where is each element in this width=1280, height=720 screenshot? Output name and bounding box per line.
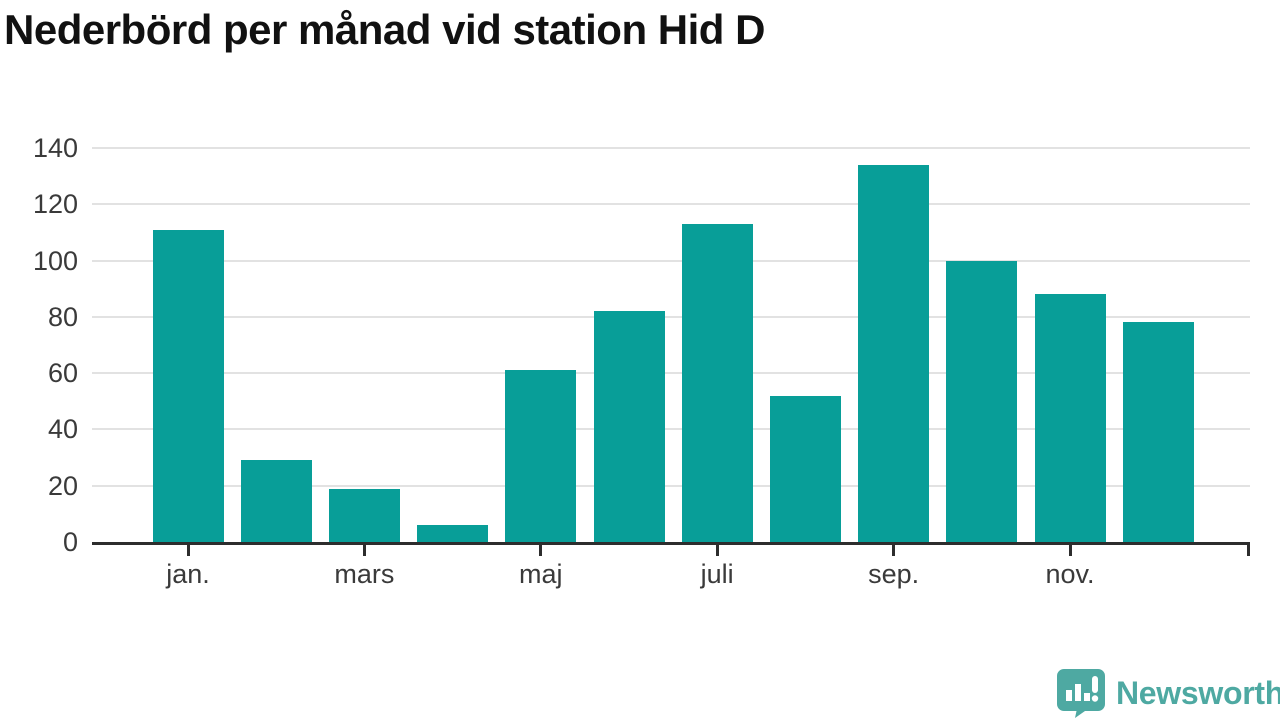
y-axis-tick-label: 0 [62,527,78,557]
x-axis-tick [362,545,366,556]
y-axis-tick-label: 60 [47,358,78,389]
x-axis-tick [539,545,543,556]
x-axis-tick-label: mars [334,559,395,589]
x-axis-tick [715,545,719,556]
x-axis-tick [892,545,896,556]
y-axis-tick-label: 80 [47,301,78,332]
newsworthy-logo: Newsworthy [1056,668,1280,718]
bar [681,223,753,542]
bar [858,164,930,542]
bar [328,488,400,542]
bar [1034,294,1106,542]
y-axis-tick-label: 40 [47,414,78,445]
bar [769,395,841,542]
bar [240,460,312,542]
gridline [92,372,1250,375]
gridline [92,484,1250,487]
bar [946,260,1018,542]
x-axis-tick-label: juli [700,559,734,589]
x-axis-tick-label: maj [519,559,563,589]
page-title: Nederbörd per månad vid station Hid D [4,6,765,53]
gridline [92,203,1250,206]
bar [505,370,577,542]
gridline [92,428,1250,431]
y-axis-tick-label: 120 [32,189,78,220]
brand-name: Newsworthy [1116,674,1280,711]
y-axis-tick-label: 100 [32,245,78,276]
bar [417,525,489,542]
x-axis-tick-label: sep. [868,559,920,589]
bar [152,229,224,542]
bar [1122,322,1194,542]
y-axis-tick-label: 20 [47,470,78,501]
x-axis-tick [1068,545,1072,556]
bar-chart-bubble-icon [1056,668,1106,718]
x-axis-tick-label: jan. [166,559,210,589]
y-axis-tick-label: 140 [32,133,78,163]
gridline [92,259,1250,262]
x-axis-tick-label: nov. [1045,559,1095,589]
gridline [92,147,1250,149]
bar [593,311,665,542]
x-axis-tick [186,545,190,556]
x-axis-end-tick [1247,545,1250,556]
gridline [92,315,1250,318]
x-axis-line [92,542,1250,545]
